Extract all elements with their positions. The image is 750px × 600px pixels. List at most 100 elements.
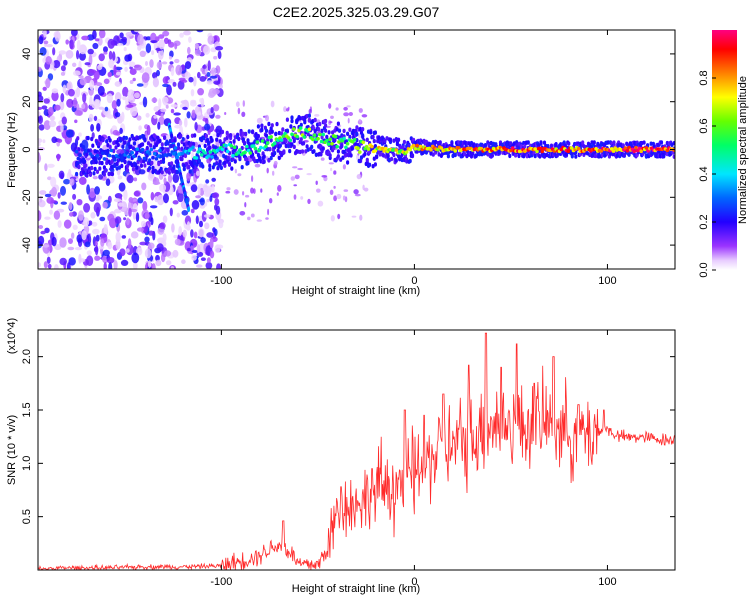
noise-dot: [178, 226, 183, 236]
band-dot: [298, 149, 302, 155]
noise-dot: [283, 106, 287, 113]
noise-dot: [113, 64, 117, 75]
noise-dot: [151, 97, 158, 103]
noise-dot: [234, 168, 237, 174]
ridge-dot: [99, 148, 103, 152]
band-dot: [331, 130, 335, 135]
noise-dot: [174, 58, 180, 64]
noise-dot: [242, 100, 245, 107]
band-dot: [408, 158, 412, 164]
noise-dot: [167, 79, 175, 84]
colorbar: 0.0 0.2 0.4 0.6 0.8 Normalized spectral ampl…: [698, 30, 749, 278]
noise-dot: [165, 104, 169, 109]
band-dot: [181, 137, 185, 142]
band-dot: [289, 124, 293, 129]
noise-dot: [285, 108, 290, 112]
band-dot: [123, 140, 127, 145]
band-dot: [219, 165, 223, 170]
noise-dot: [45, 44, 53, 48]
band-dot: [146, 141, 150, 146]
noise-dot: [213, 55, 218, 60]
noise-dot: [150, 191, 155, 201]
band-dot: [76, 136, 80, 141]
noise-dot: [67, 88, 75, 97]
band-dot: [214, 154, 218, 159]
ridge-dot: [191, 145, 195, 150]
band-dot: [672, 154, 675, 159]
noise-dot: [115, 71, 122, 76]
noise-dot: [72, 224, 78, 230]
noise-dot: [321, 175, 328, 178]
band-dot: [355, 125, 359, 130]
band-dot: [174, 159, 178, 164]
band-dot: [240, 165, 244, 170]
band-dot: [593, 153, 598, 159]
noise-dot: [73, 97, 78, 109]
noise-dot: [133, 177, 138, 182]
spectrogram-x-label: Height of straight line (km): [292, 285, 420, 297]
noise-dot: [151, 263, 156, 269]
noise-dot: [161, 61, 168, 65]
noise-dot: [197, 140, 205, 146]
noise-dot: [224, 112, 227, 115]
spectrogram-ticks: -100 0 100 -40 -20 0 20 40: [21, 30, 675, 287]
band-dot: [193, 133, 197, 138]
noise-dot: [196, 112, 201, 116]
noise-dot: [159, 222, 166, 230]
noise-dot: [348, 112, 353, 116]
noise-dot: [206, 232, 214, 238]
ridge-dot: [307, 127, 312, 132]
band-dot: [275, 121, 279, 127]
noise-dot: [200, 237, 206, 244]
noise-dot: [308, 109, 312, 114]
band-dot: [662, 154, 666, 159]
band-dot: [459, 140, 463, 146]
ridge-dot: [325, 138, 329, 143]
band-dot: [238, 155, 242, 161]
band-dot: [612, 140, 616, 145]
noise-dot: [118, 182, 126, 192]
band-dot: [247, 129, 251, 134]
noise-dot: [214, 244, 221, 254]
ridge-dot: [330, 142, 334, 146]
noise-dot: [315, 180, 318, 185]
ridge-dot: [168, 153, 173, 157]
noise-dot: [153, 115, 158, 119]
noise-dot: [214, 198, 220, 206]
band-dot: [215, 137, 219, 142]
noise-dot: [69, 178, 75, 186]
band-dot: [107, 171, 111, 177]
noise-dot: [174, 238, 181, 246]
ridge-dot: [415, 143, 419, 148]
band-dot: [215, 161, 219, 166]
noise-dot: [225, 190, 231, 194]
noise-dot: [126, 217, 130, 226]
ridge-dot: [408, 147, 413, 152]
noise-dot: [166, 84, 172, 96]
noise-dot: [251, 175, 254, 183]
band-dot: [120, 163, 124, 169]
band-dot: [373, 162, 377, 167]
band-dot: [285, 117, 289, 122]
ridge-dot: [634, 145, 638, 150]
band-dot: [401, 145, 405, 150]
noise-dot: [265, 217, 269, 220]
noise-dot: [205, 262, 213, 269]
band-dot: [92, 171, 96, 176]
band-dot: [284, 138, 288, 144]
band-dot: [372, 138, 376, 144]
ridge-dot: [142, 156, 147, 161]
noise-dot: [118, 202, 124, 207]
noise-dot: [233, 189, 239, 195]
band-dot: [156, 135, 160, 140]
band-dot: [166, 148, 170, 153]
band-dot: [539, 140, 543, 145]
noise-dot: [158, 116, 165, 125]
noise-dot: [86, 255, 94, 266]
band-dot: [230, 166, 234, 171]
noise-dot: [353, 189, 359, 195]
band-dot: [179, 133, 183, 139]
noise-dot: [126, 174, 134, 184]
noise-dot: [92, 30, 97, 40]
noise-dot: [121, 111, 125, 122]
